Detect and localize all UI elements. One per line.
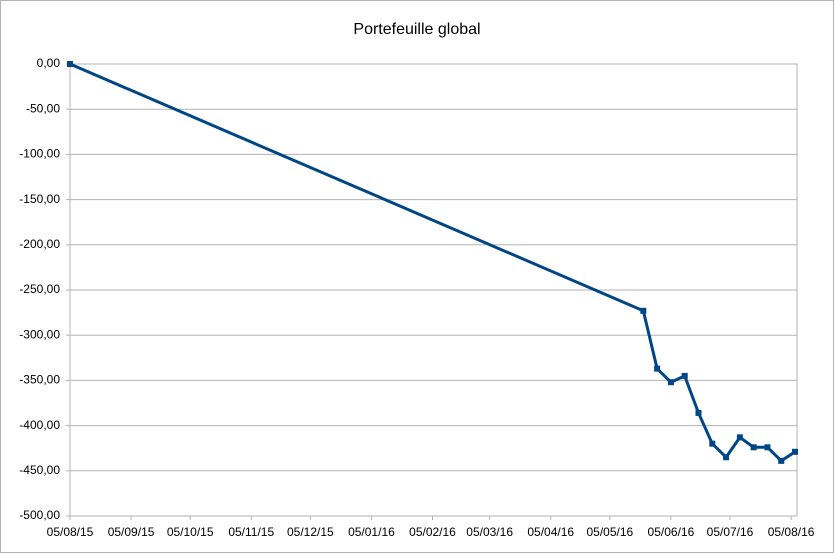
y-tick-label: -450,00 <box>19 463 60 477</box>
y-tick-label: -200,00 <box>19 237 60 251</box>
data-point <box>667 379 674 386</box>
y-tick-label: -350,00 <box>19 373 60 387</box>
y-tick-label: -500,00 <box>19 508 60 522</box>
data-point <box>736 434 743 441</box>
data-point <box>67 61 73 67</box>
y-tick-label: -250,00 <box>19 282 60 296</box>
x-tick-label: 05/11/15 <box>228 525 274 539</box>
x-tick-label: 05/04/16 <box>527 525 574 539</box>
x-tick-label: 05/10/15 <box>167 525 214 539</box>
y-tick-label: -300,00 <box>19 327 60 341</box>
x-tick-label: 05/09/15 <box>108 525 155 539</box>
data-point <box>764 444 771 451</box>
x-tick-label: 05/08/16 <box>768 525 815 539</box>
x-tick-label: 05/05/16 <box>586 525 633 539</box>
x-tick-label: 05/06/16 <box>648 525 695 539</box>
data-point <box>750 444 757 451</box>
data-point <box>654 365 661 372</box>
y-tick-label: -100,00 <box>19 147 60 161</box>
y-tick-label: 0,00 <box>37 56 61 70</box>
y-tick-label: -400,00 <box>19 418 60 432</box>
data-point <box>695 409 702 416</box>
y-tick-label: -150,00 <box>19 192 60 206</box>
data-point <box>640 307 647 314</box>
data-point <box>723 454 730 461</box>
x-tick-label: 05/07/16 <box>707 525 754 539</box>
x-tick-label: 05/03/16 <box>466 525 513 539</box>
chart-title: Portefeuille global <box>353 21 480 38</box>
data-point <box>792 448 799 455</box>
data-point <box>778 457 785 464</box>
x-tick-label: 05/12/15 <box>287 525 334 539</box>
y-tick-label: -50,00 <box>26 101 60 115</box>
x-tick-label: 05/01/16 <box>348 525 395 539</box>
x-tick-label: 05/08/15 <box>47 525 94 539</box>
data-point <box>709 440 716 447</box>
data-point <box>681 372 688 379</box>
x-tick-label: 05/02/16 <box>409 525 456 539</box>
